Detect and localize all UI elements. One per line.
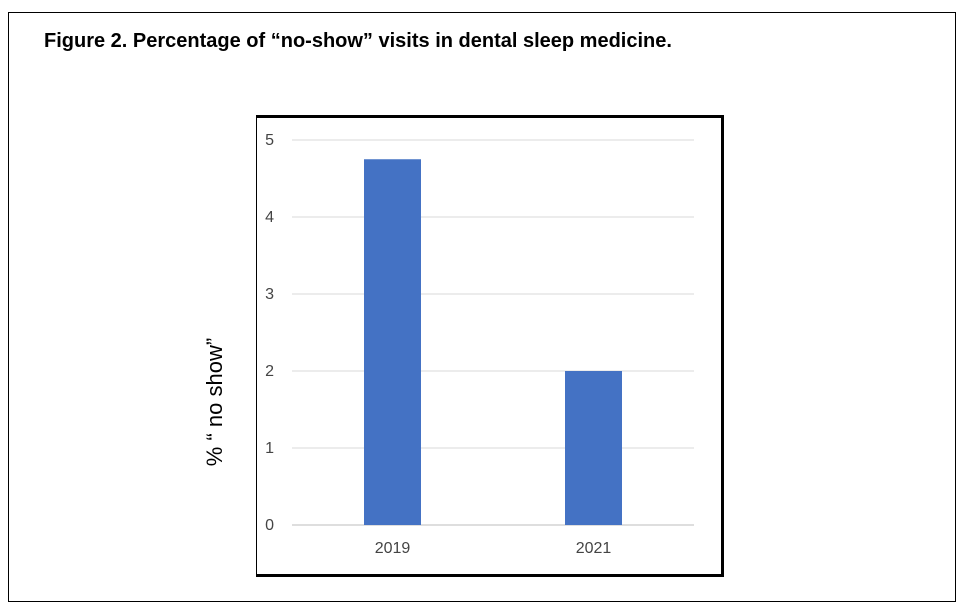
chart-frame: [256, 115, 724, 577]
bar-2019: [364, 159, 421, 525]
bar-2021: [565, 371, 622, 525]
y-tick-label: 5: [265, 132, 274, 149]
y-tick-label: 1: [265, 440, 274, 457]
y-tick-label: 3: [265, 286, 274, 303]
x-tick-label: 2021: [576, 540, 612, 557]
y-tick-label: 0: [265, 517, 274, 534]
figure-caption: Figure 2. Percentage of “no-show” visits…: [44, 30, 672, 52]
y-tick-label: 4: [265, 209, 274, 226]
y-tick-label: 2: [265, 363, 274, 380]
x-tick-label: 2019: [375, 540, 411, 557]
